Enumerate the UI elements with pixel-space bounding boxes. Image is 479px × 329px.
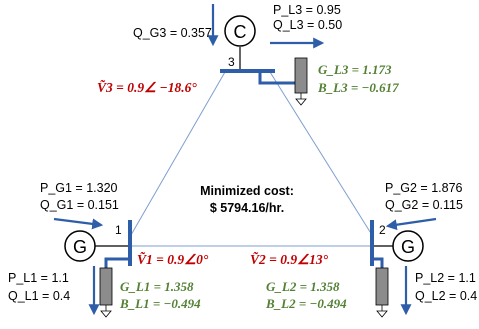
transmission-lines xyxy=(130,71,373,247)
bus-3-number: 3 xyxy=(228,55,235,69)
bus-2-bar xyxy=(370,220,374,266)
bus-1-voltage: Ṽ1 = 0.9∠0° xyxy=(137,252,209,267)
bus-1-load-feeder xyxy=(104,257,131,268)
bus-1-gl: G_L1 = 1.358 xyxy=(120,279,194,294)
bus-1: G 1 P_G1 = 1.320 Q_G1 = 0.151 P_L1 = 1.1… xyxy=(8,181,209,318)
bus-2-qg: Q_G2 = 0.115 xyxy=(385,198,463,212)
bus-2-gl: G_L2 = 1.358 xyxy=(266,279,340,294)
bus-3-qg: Q_G3 = 0.357 xyxy=(133,26,212,40)
bus-2-pg-arrow xyxy=(385,217,437,231)
cost-label: Minimized cost: xyxy=(200,184,294,198)
bus-1-bar xyxy=(128,220,132,266)
bus-3-ql: Q_L3 = 0.50 xyxy=(273,18,342,32)
condenser-letter: C xyxy=(234,22,247,42)
line-2-3 xyxy=(269,71,373,236)
bus-3-voltage: Ṽ3 = 0.9∠ −18.6° xyxy=(97,80,197,95)
bus-2-load-box xyxy=(375,267,389,306)
generator-1-letter: G xyxy=(73,237,87,257)
condenser-symbol xyxy=(224,15,256,47)
bus-3-gl: G_L3 = 1.173 xyxy=(318,62,392,77)
bus-1-load-box xyxy=(99,267,113,306)
bus-3-bl: B_L3 = −0.617 xyxy=(317,80,399,95)
bus-2-pg: P_G2 = 1.876 xyxy=(385,181,463,195)
bus-2-number: 2 xyxy=(379,223,386,237)
bus-3-load-box xyxy=(294,57,308,94)
bus-2-load-feeder xyxy=(371,257,384,268)
cost-value: $ 5794.16/hr. xyxy=(210,201,284,215)
bus-2-pl: P_L2 = 1.1 xyxy=(415,271,476,285)
bus-1-ql: Q_L1 = 0.4 xyxy=(8,289,70,303)
bus-2-ql: Q_L2 = 0.4 xyxy=(415,289,477,303)
bus-1-bl: B_L1 = −0.494 xyxy=(119,296,201,311)
ground-icon xyxy=(100,310,112,318)
bus-1-number: 1 xyxy=(115,223,122,237)
generator-2-letter: G xyxy=(401,237,415,257)
ground-icon xyxy=(295,98,307,106)
ground-icon xyxy=(376,310,388,318)
bus-3-bar xyxy=(220,69,275,73)
generator-2-symbol xyxy=(392,230,424,262)
bus-2: G 2 P_G2 = 1.876 Q_G2 = 0.115 P_L2 = 1.1… xyxy=(250,181,477,318)
line-1-3 xyxy=(130,71,226,236)
bus-2-voltage: Ṽ2 = 0.9∠13° xyxy=(250,252,329,267)
bus-3: C 3 Q_G3 = 0.357 P_L3 = 0.95 Q_L3 = 0.50… xyxy=(97,3,399,106)
generator-1-symbol xyxy=(64,230,96,262)
bus-1-qg: Q_G1 = 0.151 xyxy=(40,198,119,212)
bus-3-pl: P_L3 = 0.95 xyxy=(273,3,341,17)
bus-1-pg-arrow xyxy=(53,217,104,230)
bus-1-pg: P_G1 = 1.320 xyxy=(40,181,118,195)
bus-1-pl: P_L1 = 1.1 xyxy=(8,271,69,285)
bus-2-bl: B_L2 = −0.494 xyxy=(265,296,347,311)
